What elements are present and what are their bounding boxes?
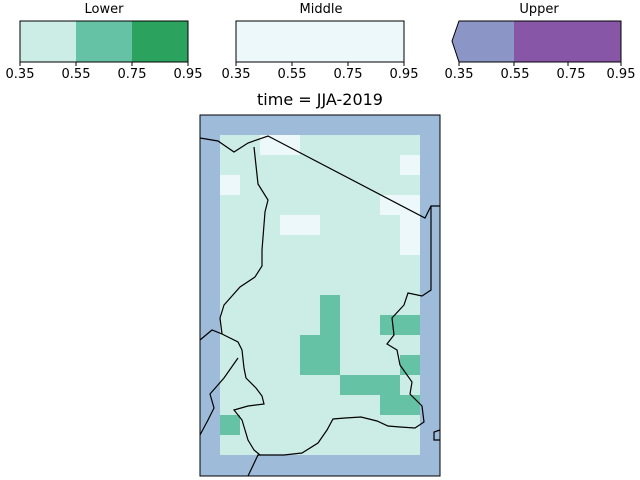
colorbar-lower-title: Lower xyxy=(84,2,124,17)
colorbar-lower-tick: 0.35 xyxy=(5,67,35,82)
map-panel xyxy=(199,114,441,477)
colorbar-upper-title: Upper xyxy=(519,2,559,17)
colorbar-middle-tick: 0.75 xyxy=(333,67,363,82)
colorbar-lower xyxy=(19,20,189,66)
colorbar-middle-tick: 0.55 xyxy=(277,67,307,82)
country-borders xyxy=(199,135,441,477)
colorbar-upper-tick: 0.75 xyxy=(556,67,586,82)
colorbar-middle-title: Middle xyxy=(299,2,343,17)
colorbar-upper-segment xyxy=(459,21,514,62)
colorbar-lower-tick: 0.75 xyxy=(117,67,147,82)
colorbar-lower-segment xyxy=(132,21,188,62)
colorbar-lower-tick: 0.95 xyxy=(173,67,203,82)
colorbar-lower-segment xyxy=(20,21,76,62)
colorbar-lower-tick: 0.55 xyxy=(61,67,91,82)
colorbar-upper-segment xyxy=(514,21,621,62)
colorbar-lower-segment xyxy=(76,21,132,62)
colorbar-upper xyxy=(451,20,622,66)
colorbar-middle-tick: 0.95 xyxy=(389,67,419,82)
colorbar-upper-tick: 0.35 xyxy=(444,67,474,82)
map-title: time = JJA-2019 xyxy=(257,90,383,109)
colorbar-middle-segment xyxy=(236,21,404,62)
colorbar-middle xyxy=(235,20,405,66)
lower-medium-cells xyxy=(220,295,420,435)
colorbar-upper-tick: 0.55 xyxy=(500,67,530,82)
colorbar-upper-tick: 0.95 xyxy=(606,67,636,82)
colorbar-upper-extend-triangle xyxy=(452,21,459,62)
colorbar-middle-tick: 0.35 xyxy=(221,67,251,82)
